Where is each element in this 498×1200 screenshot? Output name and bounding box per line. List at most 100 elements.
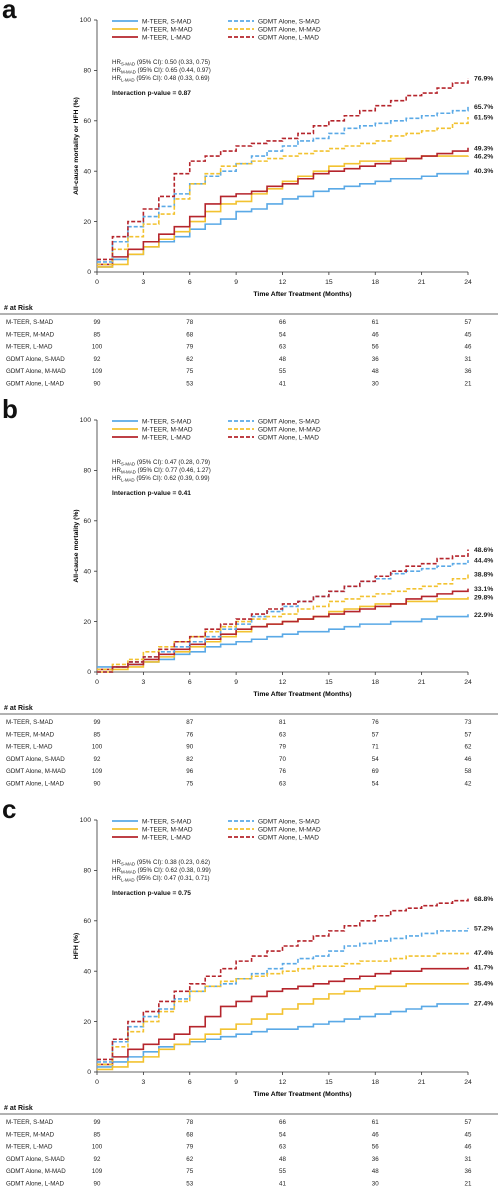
risk-cell: 90 <box>94 1181 101 1188</box>
risk-cell: 85 <box>94 731 101 738</box>
y-axis-label: All-cause mortality (%) <box>73 509 80 582</box>
risk-row-label: GDMT Alone, S-MAD <box>6 1156 65 1163</box>
y-tick-label: 20 <box>83 619 91 626</box>
panel-c: 0 20 40 60 80 100 0 3 6 9 12 15 18 21 24 HFH (%) Time Af… <box>0 794 498 1200</box>
risk-row-label: M-TEER, L-MAD <box>6 744 53 751</box>
risk-cell: 42 <box>465 781 472 788</box>
risk-cell: 109 <box>92 1168 103 1175</box>
end-value-label: 68.8% <box>474 896 493 903</box>
risk-cell: 57 <box>372 731 379 738</box>
x-tick-label: 3 <box>141 679 145 686</box>
risk-row-label: GDMT Alone, S-MAD <box>6 356 65 363</box>
risk-cell: 109 <box>92 368 103 375</box>
risk-row-label: M-TEER, M-MAD <box>6 331 55 338</box>
risk-cell: 66 <box>279 319 286 326</box>
x-tick-label: 18 <box>371 1079 379 1086</box>
curve-m-teer-s-mad <box>97 1002 469 1068</box>
x-tick-label: 24 <box>464 1079 472 1086</box>
risk-cell: 75 <box>186 781 193 788</box>
risk-cell: 54 <box>372 781 379 788</box>
curve-gdmt-alone-l-mad <box>97 549 469 673</box>
risk-cell: 63 <box>279 731 286 738</box>
risk-row-label: GDMT Alone, M-MAD <box>6 768 66 775</box>
end-value-label: 33.1% <box>474 586 493 593</box>
risk-cell: 36 <box>465 1168 472 1175</box>
legend-label: GDMT Alone, L-MAD <box>258 834 319 841</box>
y-tick-label: 60 <box>83 118 91 125</box>
legend-label: GDMT Alone, S-MAD <box>258 818 320 825</box>
hr-annotation: HRL-MAD (95% CI): 0.47 (0.31, 0.71) <box>112 875 210 883</box>
risk-table-header: # at Risk <box>4 1105 33 1112</box>
x-axis-label: Time After Treatment (Months) <box>253 291 351 298</box>
interaction-p-value: Interaction p-value = 0.41 <box>112 490 191 497</box>
risk-cell: 46 <box>465 1144 472 1151</box>
risk-cell: 63 <box>279 1144 286 1151</box>
risk-cell: 68 <box>186 331 193 338</box>
legend-label: GDMT Alone, L-MAD <box>258 434 319 441</box>
risk-cell: 92 <box>94 356 101 363</box>
x-tick-label: 12 <box>279 279 287 286</box>
curve-m-teer-l-mad <box>97 966 469 1066</box>
risk-cell: 81 <box>279 719 286 726</box>
end-value-label: 35.4% <box>474 980 493 987</box>
x-tick-label: 12 <box>279 679 287 686</box>
risk-cell: 36 <box>372 356 379 363</box>
curve-gdmt-alone-l-mad <box>97 898 469 1061</box>
risk-cell: 56 <box>372 1144 379 1151</box>
risk-cell: 99 <box>94 319 101 326</box>
legend-label: M-TEER, M-MAD <box>142 426 193 433</box>
risk-cell: 21 <box>465 381 472 388</box>
risk-cell: 41 <box>279 381 286 388</box>
hr-annotation: HRS-MAD (95% CI): 0.50 (0.33, 0.75) <box>112 59 210 67</box>
risk-row-label: M-TEER, M-MAD <box>6 731 55 738</box>
x-tick-label: 18 <box>371 679 379 686</box>
risk-row-label: GDMT Alone, M-MAD <box>6 1168 66 1175</box>
curve-gdmt-alone-s-mad <box>97 927 469 1063</box>
risk-cell: 63 <box>279 781 286 788</box>
legend-label: GDMT Alone, M-MAD <box>258 26 321 33</box>
legend-label: M-TEER, S-MAD <box>142 18 192 25</box>
legend-label: M-TEER, M-MAD <box>142 826 193 833</box>
hr-annotation: HRM-MAD (95% CI): 0.62 (0.38, 0.99) <box>112 867 211 875</box>
end-value-label: 65.7% <box>474 104 493 111</box>
legend-label: M-TEER, S-MAD <box>142 818 192 825</box>
risk-cell: 100 <box>92 744 103 751</box>
curve-gdmt-alone-l-mad <box>97 78 469 261</box>
x-tick-label: 24 <box>464 279 472 286</box>
x-tick-label: 21 <box>418 279 426 286</box>
risk-cell: 90 <box>186 744 193 751</box>
end-value-label: 48.6% <box>474 547 493 554</box>
risk-cell: 99 <box>94 1119 101 1126</box>
hr-annotation: HRL-MAD (95% CI): 0.62 (0.39, 0.99) <box>112 475 210 483</box>
y-tick-label: 80 <box>83 468 91 475</box>
legend-label: M-TEER, S-MAD <box>142 418 192 425</box>
risk-cell: 21 <box>465 1181 472 1188</box>
curve-m-teer-l-mad <box>97 147 469 266</box>
risk-cell: 58 <box>465 768 472 775</box>
risk-cell: 85 <box>94 331 101 338</box>
risk-cell: 57 <box>465 731 472 738</box>
x-tick-label: 9 <box>234 679 238 686</box>
risk-row-label: GDMT Alone, M-MAD <box>6 368 66 375</box>
hr-annotation: HRS-MAD (95% CI): 0.38 (0.23, 0.62) <box>112 859 210 867</box>
risk-cell: 63 <box>279 344 286 351</box>
end-value-label: 76.9% <box>474 76 493 83</box>
end-value-label: 44.4% <box>474 558 493 565</box>
risk-cell: 55 <box>279 1168 286 1175</box>
risk-cell: 75 <box>186 1168 193 1175</box>
risk-row-label: M-TEER, L-MAD <box>6 344 53 351</box>
end-value-label: 40.3% <box>474 168 493 175</box>
curve-gdmt-alone-s-mad <box>97 560 469 673</box>
risk-cell: 109 <box>92 768 103 775</box>
y-tick-label: 100 <box>80 817 92 824</box>
x-tick-label: 3 <box>141 1079 145 1086</box>
risk-cell: 76 <box>372 719 379 726</box>
risk-cell: 70 <box>279 756 286 763</box>
x-tick-label: 3 <box>141 279 145 286</box>
risk-cell: 45 <box>465 331 472 338</box>
risk-cell: 31 <box>465 356 472 363</box>
risk-cell: 71 <box>372 744 379 751</box>
hr-annotation: HRM-MAD (95% CI): 0.65 (0.44, 0.97) <box>112 67 211 75</box>
risk-cell: 76 <box>279 768 286 775</box>
